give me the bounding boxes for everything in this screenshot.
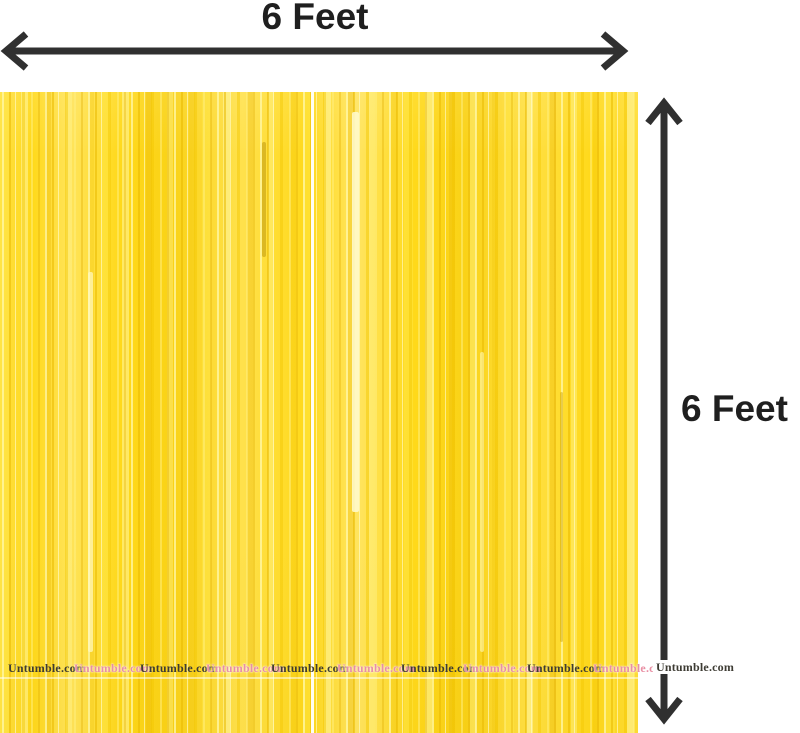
arrowhead-left-icon [0,31,29,71]
watermark-text: Untumble.com [74,661,153,675]
double-arrow-horizontal-icon [0,31,629,71]
fringe-curtain-image [0,92,638,733]
watermark-text: Untumble.com [140,661,219,675]
arrowhead-right-icon [600,31,629,71]
curtain-dark-strand [262,142,266,257]
curtain-dark-strand [560,392,563,642]
watermark-text: Untumble.com [8,661,87,675]
curtain-light-strand [352,112,359,512]
width-dimension-label: 6 Feet [261,0,369,37]
watermark-text: Untumble.com [463,661,542,675]
watermark-text: Untumble.com [527,661,606,675]
double-arrow-vertical-icon [645,97,683,725]
watermark-text: Untumble.com [401,661,480,675]
height-dimension-label: 6 Feet [681,388,788,429]
curtain-light-strand [88,272,93,652]
watermark-text: Untumble.com [337,661,416,675]
curtain-panel-seam [311,92,314,733]
watermark-text: Untumble.com [653,660,738,674]
watermark-text: Untumble.com [593,661,672,675]
arrowhead-up-icon [645,97,683,126]
watermark-text: Untumble.com [206,661,285,675]
arrowhead-down-icon [645,696,683,725]
curtain-light-strand [480,352,484,652]
watermark-text: Untumble.com [271,661,350,675]
watermark-underline [0,677,638,679]
